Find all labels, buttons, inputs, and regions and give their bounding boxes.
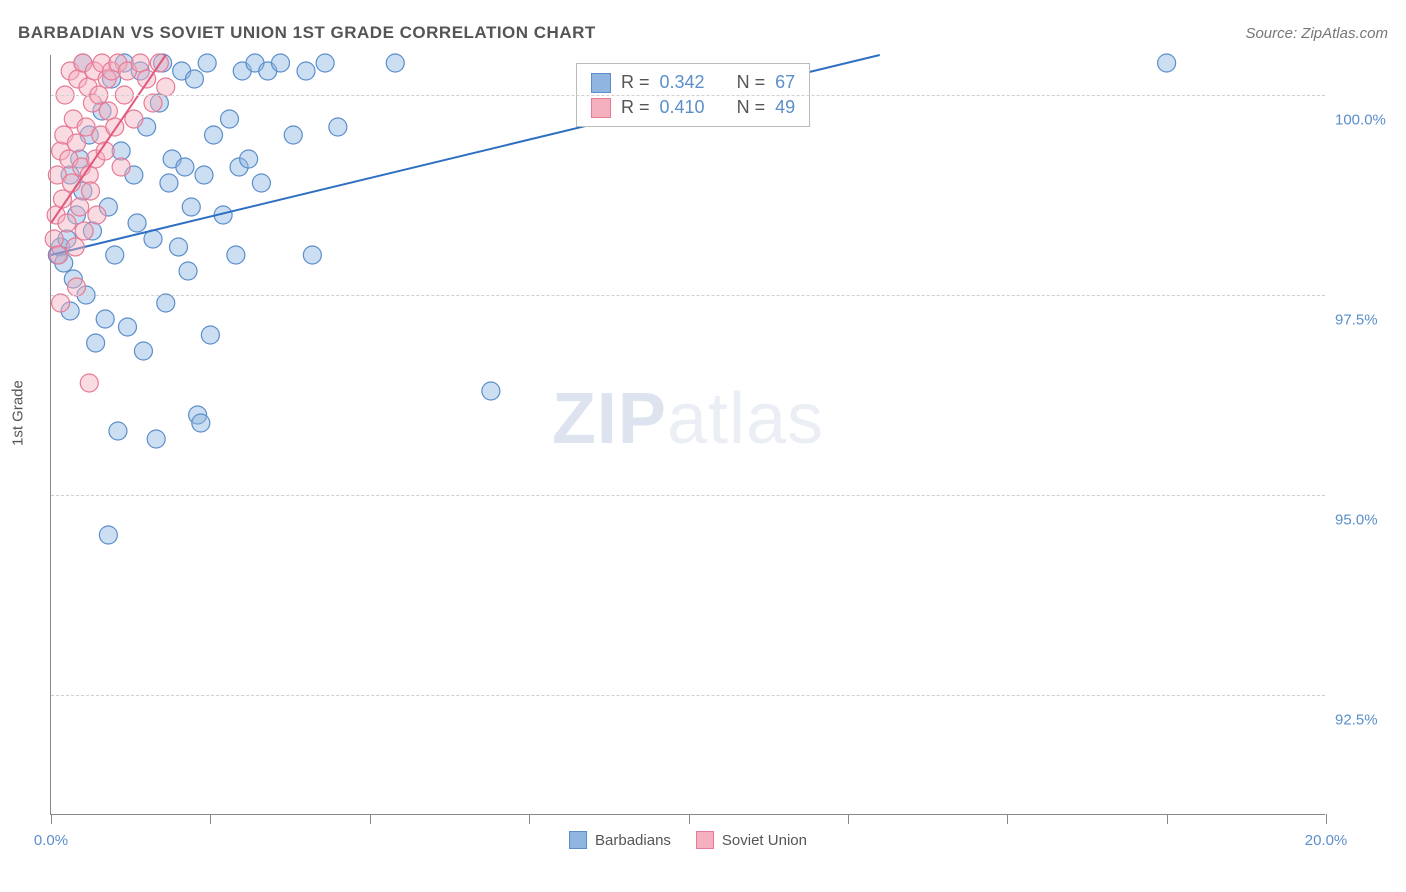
data-point [106, 246, 124, 264]
n-value: 49 [775, 97, 795, 118]
data-point [482, 382, 500, 400]
r-value: 0.410 [660, 97, 705, 118]
chart-header: BARBADIAN VS SOVIET UNION 1ST GRADE CORR… [18, 18, 1388, 48]
data-point [66, 238, 84, 256]
series-swatch [591, 73, 611, 93]
data-point [125, 110, 143, 128]
data-point [112, 158, 130, 176]
data-point [71, 198, 89, 216]
data-point [329, 118, 347, 136]
data-point [82, 182, 100, 200]
xtick [1326, 814, 1327, 824]
legend-item: Barbadians [569, 831, 671, 849]
xtick-label: 0.0% [34, 832, 68, 849]
n-value: 67 [775, 72, 795, 93]
ytick-label: 95.0% [1335, 512, 1395, 529]
xtick [1007, 814, 1008, 824]
r-label: R = [621, 72, 650, 93]
scatter-svg [51, 55, 1325, 814]
data-point [68, 278, 86, 296]
data-point [170, 238, 188, 256]
data-point [221, 110, 239, 128]
r-label: R = [621, 97, 650, 118]
legend-swatch [569, 831, 587, 849]
data-point [252, 174, 270, 192]
data-point [128, 214, 146, 232]
data-point [50, 246, 68, 264]
xtick-label: 20.0% [1305, 832, 1348, 849]
data-point [195, 166, 213, 184]
data-point [68, 134, 86, 152]
data-point [99, 526, 117, 544]
data-point [45, 230, 63, 248]
data-point [205, 126, 223, 144]
series-legend: Barbadians Soviet Union [569, 831, 807, 849]
xtick [370, 814, 371, 824]
data-point [144, 94, 162, 112]
data-point [182, 198, 200, 216]
data-point [157, 294, 175, 312]
n-label: N = [737, 72, 766, 93]
plot-area: ZIPatlas R =0.342N =67R =0.410N =49 Barb… [50, 55, 1325, 815]
data-point [119, 318, 137, 336]
data-point [109, 422, 127, 440]
data-point [201, 326, 219, 344]
stats-row: R = 0.342 N = 67 [591, 70, 795, 95]
stats-row: R = 0.410 N = 49 [591, 95, 795, 120]
data-point [99, 102, 117, 120]
chart-source: Source: ZipAtlas.com [1245, 25, 1388, 42]
legend-item: Soviet Union [696, 831, 807, 849]
data-point [80, 374, 98, 392]
xtick [848, 814, 849, 824]
gridline-h [51, 295, 1325, 296]
data-point [58, 214, 76, 232]
data-point [134, 342, 152, 360]
xtick [51, 814, 52, 824]
ytick-label: 92.5% [1335, 712, 1395, 729]
data-point [284, 126, 302, 144]
data-point [272, 54, 290, 72]
gridline-h [51, 95, 1325, 96]
chart-title: BARBADIAN VS SOVIET UNION 1ST GRADE CORR… [18, 23, 596, 43]
data-point [240, 150, 258, 168]
ytick-label: 100.0% [1335, 112, 1395, 129]
data-point [192, 414, 210, 432]
data-point [179, 262, 197, 280]
data-point [147, 430, 165, 448]
xtick [689, 814, 690, 824]
data-point [303, 246, 321, 264]
legend-label: Soviet Union [722, 832, 807, 849]
data-point [386, 54, 404, 72]
n-label: N = [737, 97, 766, 118]
xtick [1167, 814, 1168, 824]
data-point [96, 310, 114, 328]
data-point [176, 158, 194, 176]
data-point [131, 54, 149, 72]
legend-swatch [696, 831, 714, 849]
data-point [198, 54, 216, 72]
data-point [185, 70, 203, 88]
legend-label: Barbadians [595, 832, 671, 849]
data-point [227, 246, 245, 264]
data-point [1158, 54, 1176, 72]
xtick [210, 814, 211, 824]
r-value: 0.342 [660, 72, 705, 93]
data-point [88, 206, 106, 224]
xtick [529, 814, 530, 824]
data-point [160, 174, 178, 192]
ytick-label: 97.5% [1335, 312, 1395, 329]
series-swatch [591, 98, 611, 118]
data-point [297, 62, 315, 80]
data-point [87, 334, 105, 352]
data-point [157, 78, 175, 96]
gridline-h [51, 495, 1325, 496]
gridline-h [51, 695, 1325, 696]
data-point [112, 142, 130, 160]
y-axis-label: 1st Grade [10, 380, 27, 446]
data-point [75, 222, 93, 240]
data-point [316, 54, 334, 72]
data-point [52, 294, 70, 312]
